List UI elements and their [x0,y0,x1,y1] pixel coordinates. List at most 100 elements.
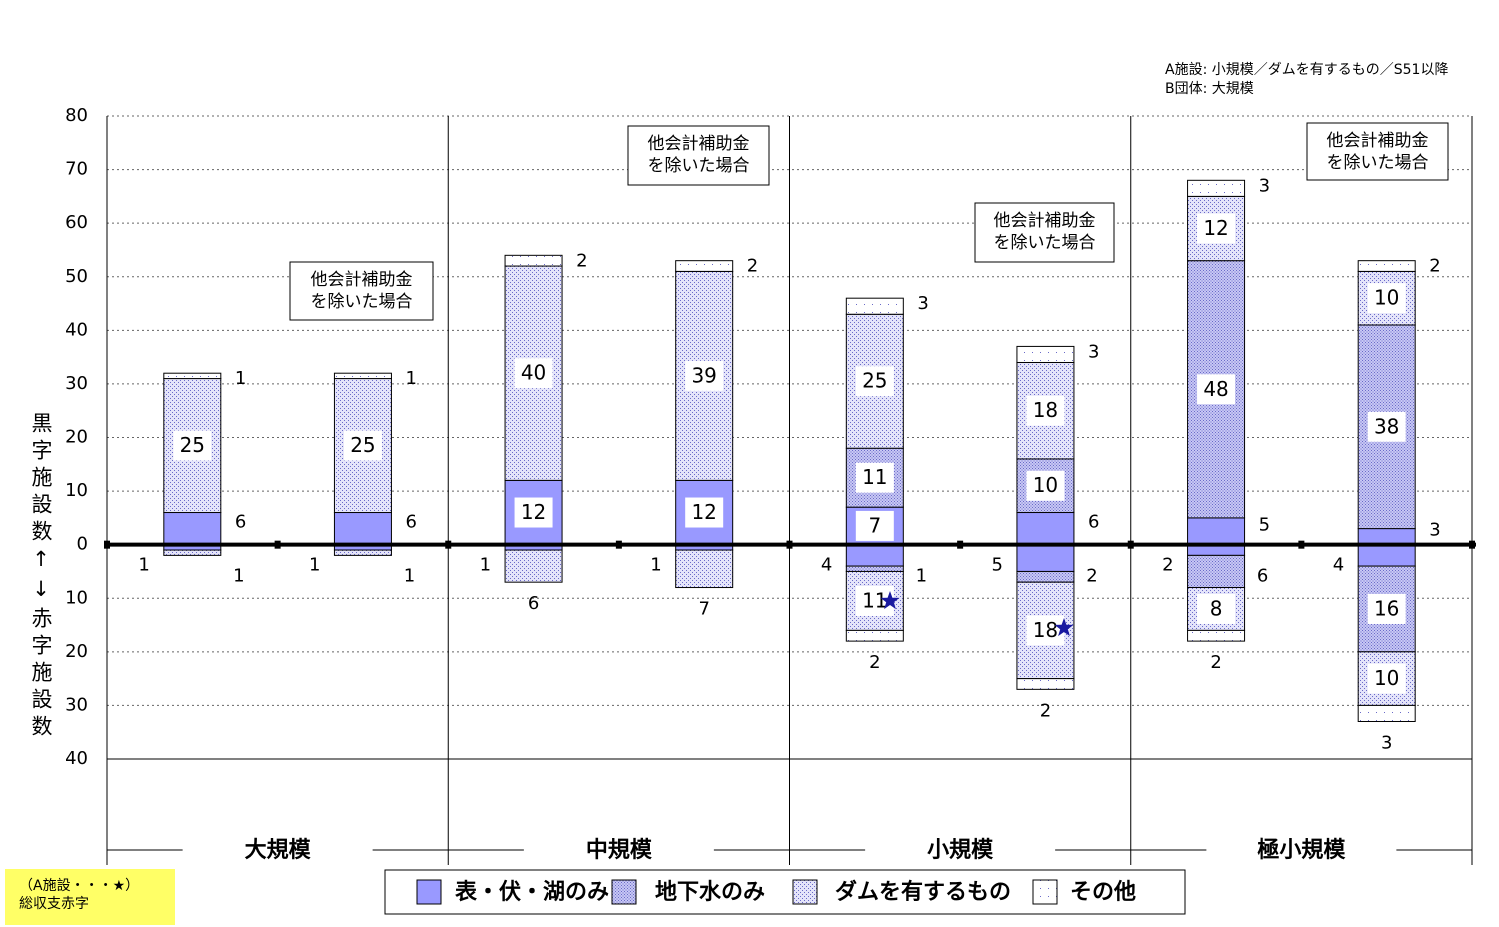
legend-swatch [611,879,637,905]
group-label: 極小規模 [1257,837,1346,863]
data-label: 3 [1381,732,1392,753]
label-box [514,497,553,528]
label-box [685,497,724,528]
data-label: 25 [180,433,205,457]
y-tick-label: 50 [65,266,88,287]
data-label: 10 [1374,666,1399,690]
data-label: 1 [138,555,149,576]
annotation: 他会計補助金 [1327,131,1429,151]
data-label: 7 [698,599,709,620]
data-label: 2 [869,652,880,673]
data-label: 3 [1259,175,1270,196]
group-label: 小規模 [927,838,994,863]
label-box [173,430,212,461]
zero-tick [615,540,622,549]
data-label: 3 [1088,341,1099,362]
annotation: を除いた場合 [311,292,413,312]
data-label: 39 [691,363,716,387]
bar-segment [163,512,222,546]
data-label: 16 [1374,596,1399,620]
bar-segment [1357,528,1416,546]
zero-tick [1469,540,1475,549]
legend-label: 表・伏・湖のみ [455,879,609,905]
footnote-line: （A施設・・・★） [19,878,140,894]
bar-segment [1016,570,1075,583]
annotation-box [1306,122,1449,181]
zero-tick [274,540,281,549]
bar-segment [845,565,904,572]
y-tick-label: 10 [65,587,88,608]
y-tick-label: 60 [65,212,88,233]
annotation: を除いた場合 [1327,153,1429,173]
bar-segment [333,549,392,556]
data-label: 1 [405,368,416,389]
data-label: 2 [1210,652,1221,673]
label-box [855,366,894,397]
bar-segment [845,544,904,567]
data-label: 2 [1040,700,1051,721]
label-box [1367,411,1406,442]
annotation-box [289,261,434,321]
data-label: 5 [991,555,1002,576]
data-label: 10 [1374,286,1399,310]
y-tick-label: 30 [65,373,88,394]
bar-segment [163,549,222,556]
y-tick-label: 40 [65,748,88,769]
y-tick-label: 40 [65,319,88,340]
label-box [1197,374,1236,405]
data-label: 12 [691,500,716,524]
annotation: 他会計補助金 [648,134,750,154]
data-label: 10 [1033,473,1058,497]
zero-tick [104,540,110,549]
bar-segment [1187,629,1246,642]
data-label: 6 [1257,566,1268,587]
y-tick-label: 10 [65,480,88,501]
y-tick-label: 80 [65,105,88,126]
bar-segment [504,254,563,267]
label-box [1197,593,1236,624]
label-box [855,462,894,493]
bar-segment [1016,345,1075,363]
data-label: 1 [233,566,244,587]
annotation: を除いた場合 [994,233,1096,253]
label-box [514,358,553,389]
bar-segment [504,549,563,583]
zero-tick [1298,540,1305,549]
data-label: 6 [528,593,539,614]
zero-tick [445,540,452,549]
y-tick-label: 0 [77,534,88,555]
note: A施設: 小規模／ダムを有するもの／S51以降 [1165,62,1448,78]
star-marker [1054,618,1074,637]
data-label: 7 [868,513,881,537]
data-label: 18 [1033,398,1058,422]
label-box [855,510,894,541]
y-tick-label: 20 [65,427,88,448]
data-label: 2 [747,256,758,277]
footnote-line: 総収支赤字 [19,896,89,912]
y-axis-title: 黒字施設数↑↓赤字施設数 [29,412,53,742]
data-label: 2 [1429,256,1440,277]
data-label: 6 [405,512,416,533]
bar-segment [1187,517,1246,546]
label-box [1197,213,1236,244]
annotation-box [974,202,1115,263]
zero-tick [1127,540,1134,549]
bar-segment [1016,678,1075,690]
bar-segment [1016,512,1075,546]
data-label: 6 [235,512,246,533]
data-label: 12 [521,500,546,524]
y-tick-label: 20 [65,641,88,662]
data-label: 1 [650,555,661,576]
bar-segment [333,512,392,546]
data-label: 25 [350,433,375,457]
annotation: 他会計補助金 [994,211,1096,231]
data-label: 3 [917,293,928,314]
data-label: 25 [862,369,887,393]
legend-label: 地下水のみ [655,880,765,905]
bar-segment [1357,544,1416,567]
bar-segment [675,260,734,272]
data-label: 6 [1088,512,1099,533]
group-label: 中規模 [586,838,653,863]
label-box [1367,283,1406,314]
